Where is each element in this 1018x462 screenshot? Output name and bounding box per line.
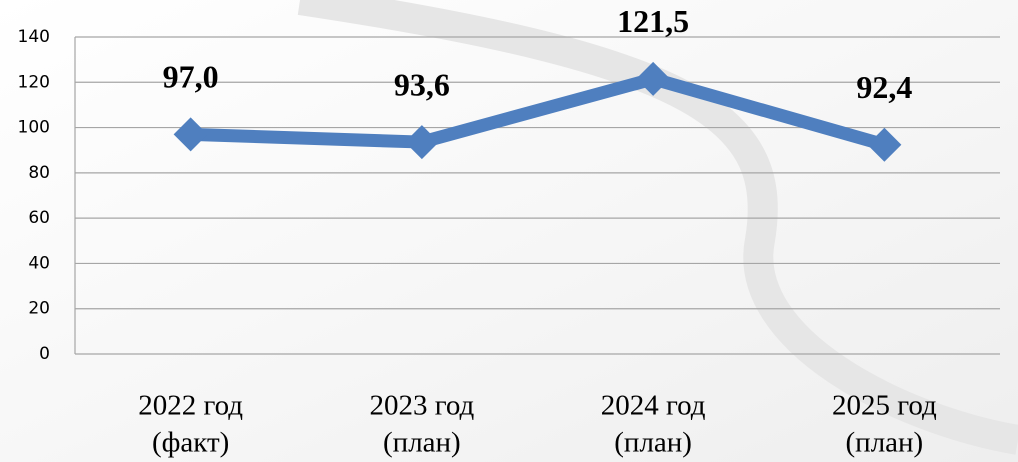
value-label: 97,0 [163, 59, 219, 95]
marker [404, 125, 439, 160]
marker [636, 61, 671, 96]
y-tick-label: 20 [28, 299, 50, 319]
x-tick-label: (план) [846, 427, 924, 459]
data-line [190, 72, 887, 152]
y-tick-label: 0 [39, 344, 50, 364]
value-label: 93,6 [394, 66, 450, 102]
value-label: 121,5 [617, 3, 689, 39]
background-swoosh [297, 0, 1018, 455]
x-tick-label: 2022 год [138, 390, 243, 422]
y-tick-label: 120 [18, 72, 50, 92]
y-tick-label: 60 [28, 208, 50, 228]
x-tick-label: 2024 год [601, 390, 706, 422]
x-tick-label: 2025 год [832, 390, 937, 422]
y-tick-label: 100 [18, 118, 50, 138]
x-tick-label: 2023 год [369, 390, 474, 422]
marker [173, 117, 208, 152]
x-tick-label: (план) [614, 427, 692, 459]
y-tick-label: 140 [18, 27, 50, 47]
x-tick-label: (факт) [152, 427, 229, 459]
y-tick-label: 80 [28, 163, 50, 183]
marker [867, 127, 902, 162]
value-label: 92,4 [856, 69, 912, 105]
x-tick-label: (план) [383, 427, 461, 459]
y-tick-label: 40 [28, 253, 50, 273]
